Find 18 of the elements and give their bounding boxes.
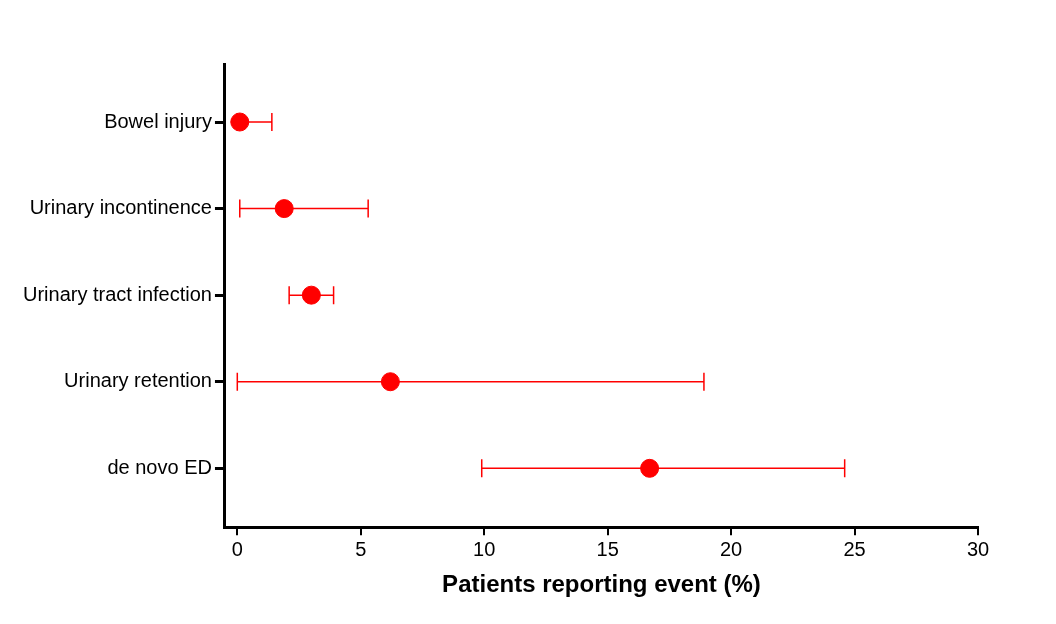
y-tick-label: Urinary tract infection xyxy=(22,282,212,305)
y-tick-label: Bowel injury xyxy=(104,109,212,132)
y-tick-label: Urinary retention xyxy=(64,369,212,392)
x-tick-label: 25 xyxy=(843,537,866,560)
x-tick-label: 15 xyxy=(596,537,619,560)
x-tick-label: 0 xyxy=(231,537,243,560)
x-tick-label: 10 xyxy=(473,537,496,560)
y-tick-label: de novo ED xyxy=(107,455,212,478)
y-tick-label: Urinary incontinence xyxy=(29,196,212,219)
x-tick-label: 30 xyxy=(966,537,990,560)
x-tick-label: 5 xyxy=(355,537,367,560)
point xyxy=(640,458,660,478)
point xyxy=(380,372,400,392)
x-tick-label: 20 xyxy=(719,537,743,560)
x-axis-title: Patients reporting event (%) xyxy=(442,570,761,598)
point xyxy=(230,112,250,132)
point xyxy=(274,199,294,219)
point xyxy=(301,285,321,305)
